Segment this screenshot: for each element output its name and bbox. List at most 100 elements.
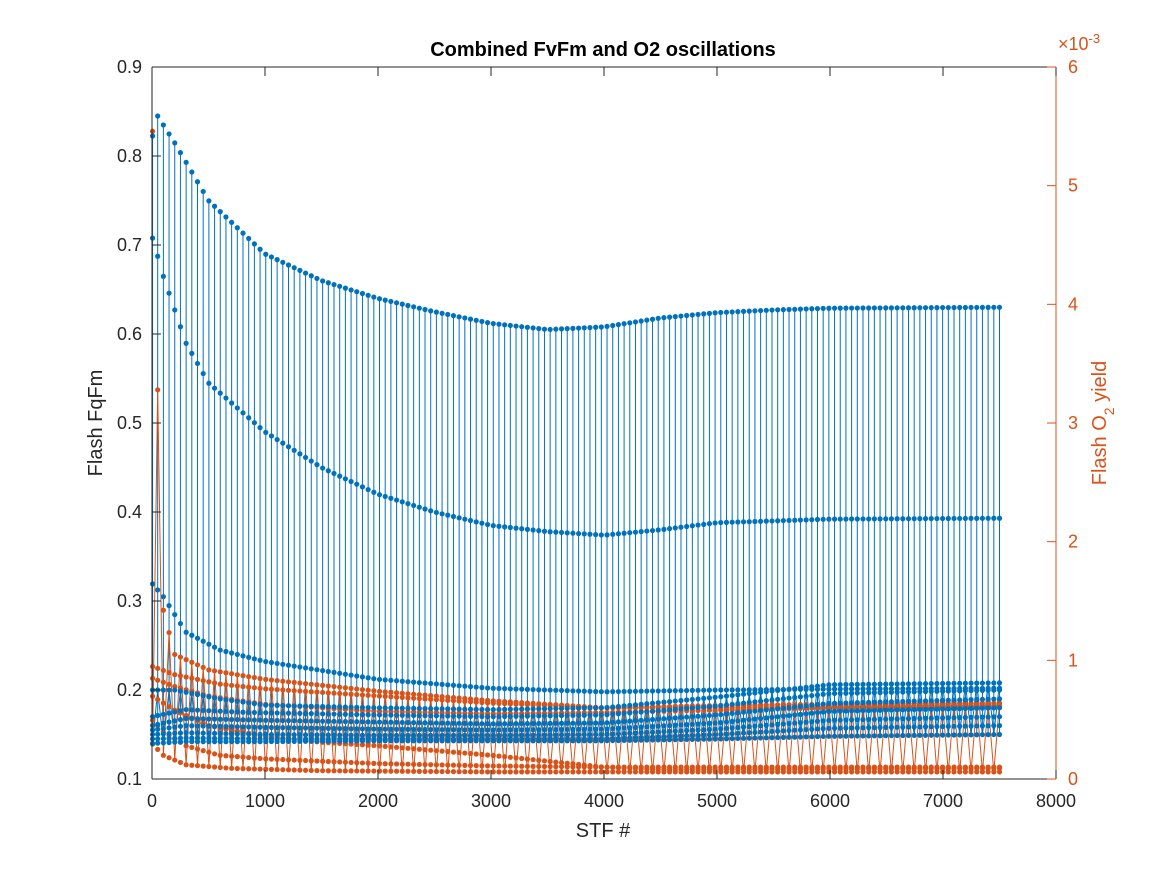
fqfm-point-6-145: [974, 705, 980, 711]
fqfm-point-1-115: [803, 517, 809, 523]
fqfm-point-2-102: [729, 687, 735, 693]
fqfm-point-9-144: [968, 732, 974, 738]
fqfm-point-0-87: [644, 317, 650, 323]
fqfm-point-0-60: [490, 320, 496, 327]
o2-yield-point-5-76: [581, 769, 587, 775]
fqfm-point-1-137: [928, 515, 934, 522]
fqfm-point-2-70: [547, 687, 553, 693]
fqfm-point-9-76: [581, 738, 587, 744]
o2-yield-point-5-16: [240, 766, 246, 772]
fqfm-point-7-32: [331, 732, 337, 738]
o2-yield-point-5-90: [661, 769, 667, 775]
fqfm-point-5-139: [940, 697, 946, 703]
fqfm-point-5-89: [655, 716, 661, 722]
fqfm-point-0-78: [593, 324, 599, 330]
fqfm-point-3-13: [223, 697, 229, 703]
fqfm-point-6-144: [968, 705, 974, 711]
fqfm-point-6-21: [268, 724, 275, 731]
o2-yield-point-5-136: [922, 769, 929, 775]
fqfm-point-4-7: [189, 707, 195, 713]
fqfm-point-3-124: [854, 681, 860, 687]
fqfm-point-6-101: [723, 719, 730, 725]
fqfm-point-4-107: [758, 698, 764, 704]
fqfm-point-3-81: [610, 704, 616, 710]
o2-yield-point-4-55: [462, 762, 468, 768]
o2-yield-point-4-36: [354, 760, 360, 766]
fqfm-point-4-40: [376, 712, 383, 718]
fqfm-point-6-121: [837, 708, 843, 714]
fqfm-point-4-48: [422, 713, 428, 719]
fqfm-point-7-149: [996, 714, 1003, 720]
fqfm-point-2-103: [735, 687, 741, 693]
fqfm-point-8-6: [183, 735, 189, 741]
fqfm-point-0-102: [729, 309, 735, 315]
fqfm-point-4-147: [985, 687, 991, 693]
fqfm-point-7-124: [854, 717, 860, 723]
o2-yield-point-3-49: [428, 747, 434, 753]
fqfm-point-6-85: [632, 724, 639, 731]
o2-yield-point-4-60: [490, 763, 496, 769]
fqfm-point-2-29: [314, 667, 320, 673]
fqfm-point-5-57: [473, 720, 479, 727]
fqfm-point-0-61: [496, 321, 502, 327]
o2-yield-point-5-35: [348, 768, 354, 774]
fqfm-point-9-31: [325, 738, 331, 744]
o2-yield-point-0-42: [388, 689, 394, 695]
o2-yield-point-5-84: [627, 769, 633, 775]
fqfm-point-6-147: [985, 705, 991, 711]
fqfm-point-1-20: [263, 429, 269, 435]
o2-yield-point-0-34: [342, 685, 348, 691]
o2-yield-point-0-25: [291, 679, 297, 685]
fqfm-point-9-72: [558, 738, 565, 744]
o2-yield-point-0-28: [308, 681, 314, 687]
fqfm-point-5-35: [348, 719, 354, 725]
fqfm-point-5-34: [342, 718, 348, 725]
fqfm-point-7-68: [536, 732, 542, 738]
fqfm-point-1-116: [809, 517, 815, 523]
fqfm-point-9-120: [831, 733, 838, 739]
fqfm-point-3-98: [706, 695, 713, 701]
o2-yield-point-5-94: [684, 769, 690, 775]
fqfm-point-6-24: [285, 725, 292, 731]
o2-yield-point-4-53: [450, 762, 457, 768]
fqfm-point-3-113: [792, 685, 798, 692]
fqfm-point-1-13: [223, 395, 229, 401]
fqfm-point-7-148: [991, 714, 997, 720]
fqfm-point-4-50: [433, 713, 439, 719]
fqfm-point-4-33: [337, 711, 343, 717]
o2-yield-point-1-48: [422, 696, 428, 702]
o2-yield-point-2-2: [160, 679, 166, 685]
fqfm-point-1-111: [780, 517, 786, 524]
fqfm-point-7-96: [695, 727, 701, 733]
fqfm-point-5-120: [831, 700, 838, 706]
fqfm-point-2-61: [496, 685, 502, 692]
fqfm-point-6-125: [860, 708, 866, 714]
fqfm-point-1-77: [587, 531, 593, 537]
fqfm-point-1-149: [996, 515, 1003, 521]
fqfm-point-7-92: [672, 728, 678, 734]
fqfm-point-1-74: [570, 530, 576, 536]
fqfm-point-0-26: [297, 267, 303, 273]
fqfm-point-0-141: [951, 304, 957, 311]
o2-yield-point-4-39: [371, 760, 377, 766]
fqfm-point-5-136: [922, 698, 929, 704]
fqfm-series-1: [149, 235, 1003, 538]
fqfm-point-2-54: [456, 683, 462, 689]
fqfm-point-5-26: [297, 718, 303, 724]
fqfm-point-4-121: [837, 690, 843, 696]
o2-yield-point-4-24: [285, 757, 292, 763]
o2-yield-point-1-13: [223, 682, 229, 688]
fqfm-point-6-38: [365, 726, 371, 732]
fqfm-point-8-130: [888, 724, 895, 730]
fqfm-point-3-63: [507, 706, 513, 712]
fqfm-point-7-55: [462, 732, 468, 738]
fqfm-point-5-138: [934, 697, 940, 704]
o2-yield-point-5-64: [513, 769, 519, 775]
fqfm-point-1-26: [297, 451, 303, 457]
o2-yield-point-4-83: [621, 764, 627, 770]
fqfm-point-6-115: [803, 711, 809, 717]
o2-yield-point-1-61: [496, 700, 502, 706]
fqfm-point-0-127: [871, 305, 877, 311]
o2-yield-point-5-104: [740, 769, 747, 775]
fqfm-point-5-141: [951, 697, 957, 703]
